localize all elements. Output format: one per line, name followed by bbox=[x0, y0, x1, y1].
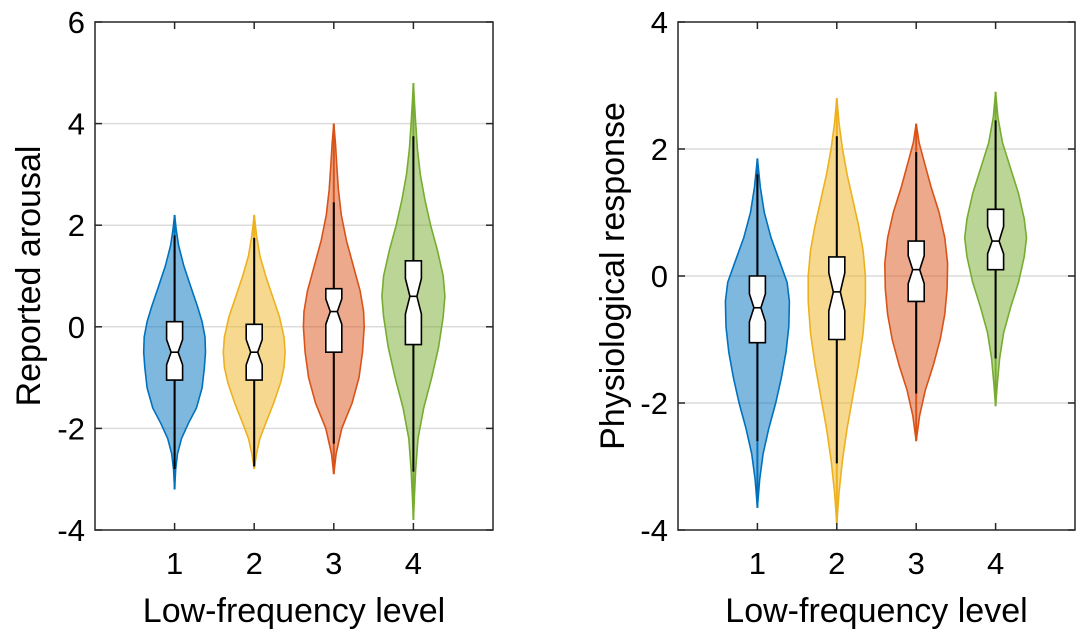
y-tick-label: 0 bbox=[651, 259, 668, 294]
physiological-response-panel: -4 -2 0 2 4 1 2 3 4 Low-frequency level Physiologi… bbox=[594, 5, 1076, 630]
x-axis-title: Low-frequency level bbox=[725, 592, 1027, 630]
x-tick-label: 3 bbox=[325, 546, 342, 581]
x-tick-label: 4 bbox=[987, 546, 1004, 581]
x-tick-label: 2 bbox=[246, 546, 263, 581]
notched-box-level-1 bbox=[165, 320, 184, 381]
y-tick-label: -4 bbox=[640, 513, 668, 548]
x-axis-title: Low-frequency level bbox=[143, 592, 445, 630]
notched-box-level-3 bbox=[907, 240, 926, 303]
notched-box-level-4 bbox=[404, 259, 423, 346]
x-tick-label: 4 bbox=[405, 546, 422, 581]
notched-box-level-4 bbox=[986, 208, 1005, 271]
x-tick-label: 1 bbox=[166, 546, 183, 581]
y-tick-label: 0 bbox=[68, 310, 85, 345]
x-tick-label: 3 bbox=[908, 546, 925, 581]
y-tick-label: 4 bbox=[68, 107, 85, 142]
x-tick-label: 2 bbox=[828, 546, 845, 581]
y-tick-label: 2 bbox=[68, 208, 85, 243]
y-tick-label: -2 bbox=[640, 386, 668, 421]
y-tick-label: 6 bbox=[68, 5, 85, 40]
notched-box-level-3 bbox=[324, 287, 343, 354]
notched-box-level-2 bbox=[827, 256, 846, 341]
axes-frame bbox=[94, 21, 494, 531]
y-tick-label: -2 bbox=[57, 411, 85, 446]
y-tick-label: -4 bbox=[57, 513, 85, 548]
y-tick-label: 4 bbox=[651, 5, 668, 40]
reported-arousal-panel: -4 -2 0 2 4 6 1 2 3 4 Low-frequency level Reported … bbox=[10, 5, 494, 630]
notched-box-level-1 bbox=[748, 275, 767, 344]
y-tick-label: 2 bbox=[651, 132, 668, 167]
x-tick-label: 1 bbox=[749, 546, 766, 581]
y-axis-title: Reported arousal bbox=[10, 146, 48, 407]
y-axis-title: Physiological response bbox=[594, 102, 632, 450]
